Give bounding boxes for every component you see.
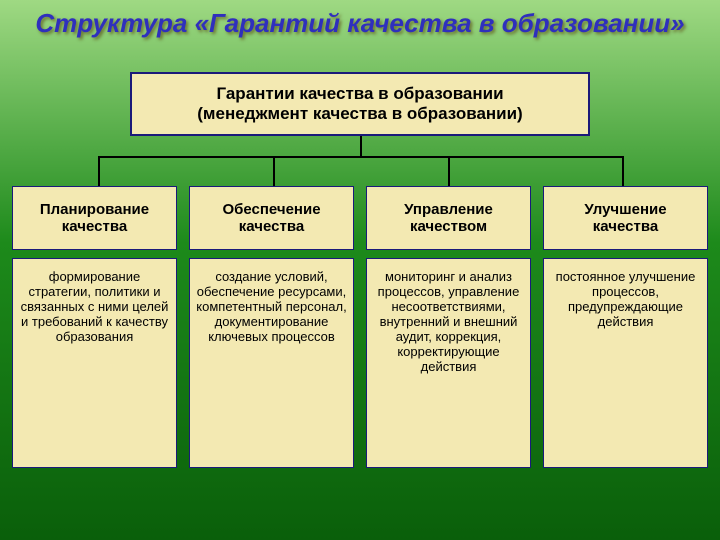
column-1-head: Планирование качества (12, 186, 177, 250)
connector-hbar (98, 156, 622, 158)
column-2: Обеспечение качества создание условий, о… (189, 186, 354, 468)
top-box-line2: (менеджмент качества в образовании) (150, 104, 570, 124)
slide: Структура «Гарантий качества в образован… (0, 0, 720, 540)
slide-title: Структура «Гарантий качества в образован… (0, 8, 720, 39)
column-3: Управление качеством мониторинг и анализ… (366, 186, 531, 468)
top-box-line1: Гарантии качества в образовании (150, 84, 570, 104)
connector-drop-4 (622, 156, 624, 186)
column-4-body: постоянное улучшение процессов, предупре… (543, 258, 708, 468)
top-box: Гарантии качества в образовании (менеджм… (130, 72, 590, 136)
column-2-head: Обеспечение качества (189, 186, 354, 250)
connector-drop-3 (448, 156, 450, 186)
column-4: Улучшение качества постоянное улучшение … (543, 186, 708, 468)
column-2-body: создание условий, обеспечение ресурсами,… (189, 258, 354, 468)
columns-container: Планирование качества формирование страт… (12, 186, 708, 468)
column-3-body: мониторинг и анализ процессов, управлени… (366, 258, 531, 468)
column-4-head: Улучшение качества (543, 186, 708, 250)
column-1: Планирование качества формирование страт… (12, 186, 177, 468)
connector-stem (360, 134, 362, 156)
connector-drop-1 (98, 156, 100, 186)
column-1-body: формирование стратегии, политики и связа… (12, 258, 177, 468)
connector-drop-2 (273, 156, 275, 186)
column-3-head: Управление качеством (366, 186, 531, 250)
